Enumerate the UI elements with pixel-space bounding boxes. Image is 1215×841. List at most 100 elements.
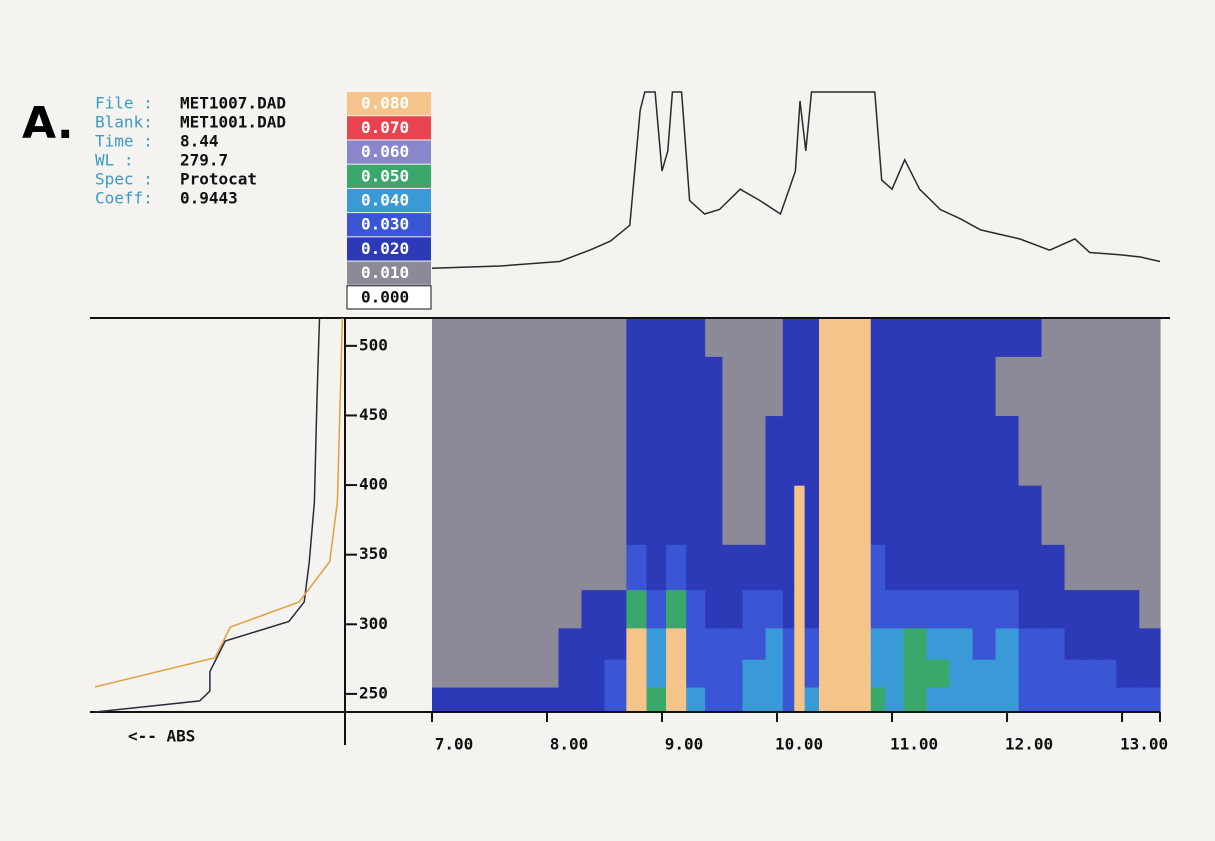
- legend-label: 0.010: [361, 263, 409, 282]
- contour-cell: [765, 627, 784, 660]
- contour-cell: [705, 589, 723, 629]
- contour-cell: [837, 627, 856, 660]
- contour-cell: [765, 415, 784, 486]
- contour-cell: [742, 589, 767, 629]
- contour-cell: [870, 627, 886, 660]
- contour-cell: [885, 589, 905, 629]
- contour-cell: [765, 356, 784, 417]
- contour-cell: [1041, 659, 1066, 688]
- contour-cell: [1127, 415, 1140, 486]
- contour-cell: [666, 589, 687, 629]
- legend-label: 0.020: [361, 239, 409, 258]
- y-tick-label: 500: [359, 335, 388, 354]
- contour-cell: [765, 544, 784, 591]
- contour-cell: [558, 356, 583, 417]
- contour-cell: [804, 318, 820, 357]
- contour-cell: [1127, 686, 1140, 713]
- contour-cell: [460, 659, 519, 688]
- contour-cell: [837, 485, 856, 545]
- legend-swatch: [346, 285, 432, 310]
- contour-cell: [666, 356, 687, 417]
- contour-cell: [870, 589, 886, 629]
- contour-cell: [1101, 627, 1117, 660]
- contour-cell: [518, 589, 560, 629]
- contour-cell: [1116, 415, 1129, 486]
- contour-cell: [949, 356, 974, 417]
- contour-cell: [1064, 485, 1086, 545]
- contour-cell: [1018, 627, 1043, 660]
- contour-cell: [794, 485, 806, 545]
- contour-cell: [782, 415, 795, 486]
- contour-cell: [949, 544, 974, 591]
- contour-cell: [765, 659, 784, 688]
- contour-cell: [1127, 485, 1140, 545]
- contour-cell: [885, 627, 905, 660]
- info-value: 8.44: [180, 132, 219, 151]
- contour-cell: [705, 627, 723, 660]
- contour-cell: [604, 356, 627, 417]
- contour-cell: [782, 659, 795, 688]
- contour-cell: [1127, 659, 1140, 688]
- contour-cell: [949, 318, 974, 357]
- contour-cell: [705, 659, 723, 688]
- contour-cell: [926, 318, 951, 357]
- contour-cell: [1101, 415, 1117, 486]
- contour-cell: [604, 686, 627, 713]
- y-tick-label: 250: [359, 683, 388, 702]
- contour-cell: [972, 415, 997, 486]
- contour-cell: [581, 415, 606, 486]
- contour-cell: [854, 686, 872, 713]
- contour-cell: [432, 485, 462, 545]
- contour-cell: [1018, 485, 1043, 545]
- contour-cell: [819, 485, 839, 545]
- x-tick-label: 7.00: [435, 735, 474, 754]
- contour-cell: [765, 485, 784, 545]
- info-label: Time :: [95, 132, 153, 151]
- contour-cell: [722, 659, 744, 688]
- contour-cell: [722, 318, 744, 357]
- contour-cell: [1116, 356, 1129, 417]
- contour-cell: [646, 627, 667, 660]
- contour-cell: [1150, 544, 1161, 591]
- contour-cell: [854, 318, 872, 357]
- contour-cell: [742, 485, 767, 545]
- contour-cell: [854, 356, 872, 417]
- contour-cell: [581, 318, 606, 357]
- contour-cell: [722, 356, 744, 417]
- contour-cell: [1150, 686, 1161, 713]
- contour-cell: [819, 589, 839, 629]
- contour-cell: [604, 659, 627, 688]
- spectrum-line: [94, 317, 344, 688]
- contour-cell: [626, 686, 648, 713]
- contour-cell: [1101, 589, 1117, 629]
- contour-cell: [949, 415, 974, 486]
- contour-cell: [1139, 318, 1152, 357]
- contour-cell: [1018, 659, 1043, 688]
- contour-cell: [581, 627, 606, 660]
- contour-cell: [1101, 544, 1117, 591]
- contour-cell: [819, 356, 839, 417]
- contour-cell: [903, 627, 928, 660]
- contour-cell: [972, 318, 997, 357]
- contour-cell: [1116, 589, 1129, 629]
- info-value: 279.7: [180, 151, 228, 170]
- contour-cell: [722, 415, 744, 486]
- contour-cell: [949, 659, 974, 688]
- contour-cell: [837, 415, 856, 486]
- legend-swatch: [347, 164, 431, 188]
- contour-cell: [819, 627, 839, 660]
- contour-cell: [460, 485, 519, 545]
- contour-cell: [903, 659, 928, 688]
- contour-cell: [518, 485, 560, 545]
- legend-label: 0.060: [361, 142, 409, 161]
- contour-cell: [1116, 485, 1129, 545]
- contour-cell: [604, 544, 627, 591]
- contour-cell: [742, 415, 767, 486]
- contour-cell: [558, 589, 583, 629]
- contour-cell: [765, 589, 784, 629]
- contour-cell: [705, 485, 723, 545]
- contour-cell: [518, 356, 560, 417]
- contour-cell: [804, 589, 820, 629]
- contour-cell: [804, 356, 820, 417]
- contour-cell: [804, 485, 820, 545]
